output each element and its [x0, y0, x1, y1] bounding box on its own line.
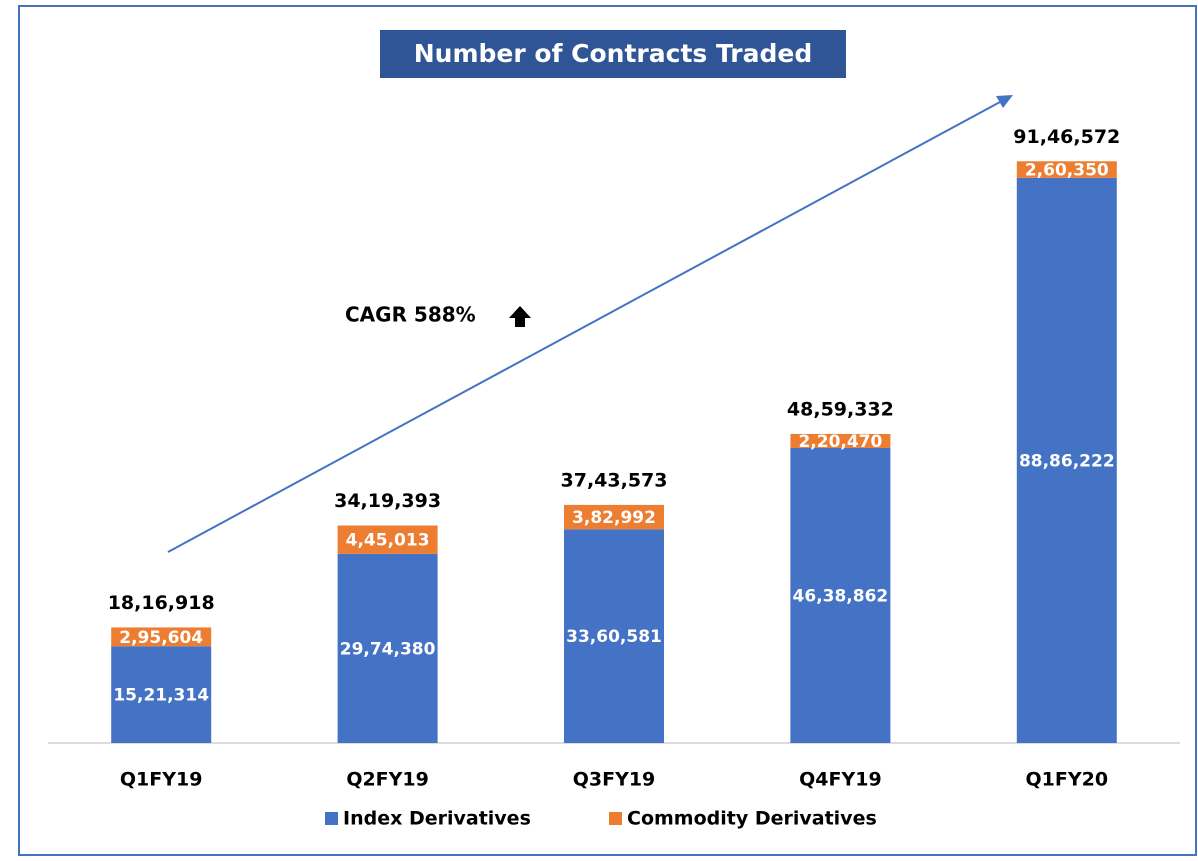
data-label: 33,60,581 — [566, 627, 662, 647]
bar-segment — [337, 525, 438, 554]
data-label: 29,74,380 — [340, 639, 436, 659]
up-icon — [509, 306, 531, 327]
x-tick-label: Q4FY19 — [799, 769, 882, 791]
legend-swatch — [325, 812, 338, 825]
bar-segment — [111, 646, 212, 743]
x-tick-label: Q1FY20 — [1026, 769, 1109, 791]
data-label: 3,82,992 — [572, 508, 656, 528]
x-tick-label: Q1FY19 — [120, 769, 203, 791]
data-label: 2,20,470 — [798, 432, 882, 452]
total-label: 48,59,332 — [787, 398, 894, 420]
legend-label: Index Derivatives — [343, 808, 531, 830]
data-label: 2,60,350 — [1025, 161, 1109, 181]
data-label: 2,95,604 — [119, 628, 203, 648]
total-label: 18,16,918 — [108, 592, 215, 614]
total-label: 34,19,393 — [334, 490, 441, 512]
bar-segment — [111, 627, 212, 647]
title-box — [380, 30, 846, 78]
legend-swatch — [609, 812, 622, 825]
x-tick-label: Q2FY19 — [346, 769, 429, 791]
bar-segment — [1016, 161, 1117, 178]
bar-segment — [337, 553, 438, 743]
data-label: 46,38,862 — [793, 586, 889, 606]
bar-segment — [1016, 177, 1117, 743]
legend-label: Commodity Derivatives — [627, 808, 877, 830]
data-label: 15,21,314 — [113, 686, 209, 706]
bar-segment — [790, 447, 891, 743]
trend-arrow-head — [996, 95, 1013, 108]
trend-arrow — [167, 101, 1001, 553]
data-label: 88,86,222 — [1019, 451, 1115, 471]
data-label: 4,45,013 — [346, 531, 430, 551]
total-label: 91,46,572 — [1013, 126, 1120, 148]
bar-segment — [564, 529, 664, 743]
bar-segment — [564, 504, 664, 530]
total-label: 37,43,573 — [561, 469, 668, 491]
bar-segment — [790, 433, 891, 448]
chart-title: Number of Contracts Traded — [414, 39, 813, 68]
x-tick-label: Q3FY19 — [573, 769, 656, 791]
annotation: CAGR 588% — [345, 303, 476, 327]
